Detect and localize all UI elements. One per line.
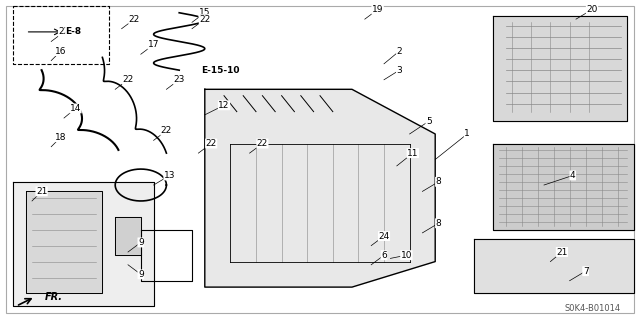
Text: 15: 15: [199, 8, 211, 17]
Text: 8: 8: [436, 177, 441, 186]
Text: 9: 9: [138, 238, 143, 247]
Text: FR.: FR.: [45, 292, 63, 302]
Polygon shape: [205, 89, 435, 287]
Text: 14: 14: [70, 104, 81, 113]
Polygon shape: [493, 16, 627, 121]
Text: E-15-10: E-15-10: [202, 66, 240, 75]
Text: 22: 22: [199, 15, 211, 24]
Text: 17: 17: [148, 40, 159, 49]
Text: S0K4-B01014: S0K4-B01014: [564, 304, 621, 313]
Text: 22: 22: [205, 139, 217, 148]
Text: 7: 7: [583, 267, 588, 276]
Text: 21: 21: [556, 248, 568, 256]
Text: 10: 10: [401, 251, 412, 260]
Polygon shape: [13, 182, 154, 306]
Text: 18: 18: [55, 133, 67, 142]
Text: 6: 6: [381, 251, 387, 260]
Polygon shape: [493, 144, 634, 230]
Text: 22: 22: [129, 15, 140, 24]
Text: 2: 2: [397, 47, 402, 56]
Text: 16: 16: [55, 47, 67, 56]
Text: 4: 4: [570, 171, 575, 180]
Text: 22: 22: [122, 75, 134, 84]
Text: 9: 9: [138, 270, 143, 279]
Text: 22: 22: [257, 139, 268, 148]
Polygon shape: [26, 191, 102, 293]
Text: 3: 3: [397, 66, 402, 75]
Text: 5: 5: [426, 117, 431, 126]
Text: 23: 23: [173, 75, 185, 84]
Text: 11: 11: [407, 149, 419, 158]
Text: 21: 21: [36, 187, 47, 196]
Text: 22: 22: [58, 27, 70, 36]
Text: 13: 13: [164, 171, 175, 180]
Text: 22: 22: [161, 126, 172, 135]
Text: 1: 1: [465, 130, 470, 138]
Text: 8: 8: [436, 219, 441, 228]
Text: 12: 12: [218, 101, 230, 110]
Text: E-8: E-8: [65, 27, 82, 36]
Text: 24: 24: [378, 232, 390, 241]
Polygon shape: [474, 239, 634, 293]
Text: 19: 19: [372, 5, 383, 14]
Polygon shape: [115, 217, 141, 255]
FancyBboxPatch shape: [6, 6, 634, 313]
Text: 20: 20: [586, 5, 598, 14]
